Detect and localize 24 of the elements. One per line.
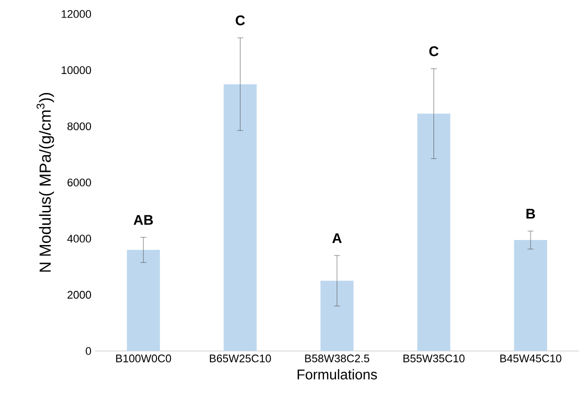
y-tick-label: 12000 xyxy=(62,10,92,18)
y-tick-label: 10000 xyxy=(62,66,92,74)
annotation: B xyxy=(526,208,536,219)
y-tick-label: 6000 xyxy=(68,178,92,186)
x-tick-label: B55W35C10 xyxy=(404,354,465,362)
x-axis-title: Formulations xyxy=(298,369,377,380)
annotation: C xyxy=(236,15,245,26)
x-tick-label: B58W38C2.5 xyxy=(305,354,370,362)
bar xyxy=(320,280,354,351)
x-tick-label: B100W0C0 xyxy=(116,354,172,362)
bar xyxy=(514,240,548,351)
annotation: A xyxy=(332,233,342,243)
annotation: C xyxy=(429,46,438,56)
x-tick-label: B45W45C10 xyxy=(500,354,562,362)
bar xyxy=(126,250,160,351)
annotation: AB xyxy=(134,215,153,225)
bar xyxy=(417,114,450,351)
y-tick-label: 2000 xyxy=(68,290,92,299)
bar xyxy=(224,84,257,351)
y-tick-label: 0 xyxy=(86,347,92,355)
y-axis-title: N Modulus( MPa/(g/cm$^{3}$)) xyxy=(36,93,54,272)
y-tick-label: 4000 xyxy=(67,234,92,243)
x-tick-label: B65W25C10 xyxy=(210,354,271,362)
y-tick-label: 8000 xyxy=(67,122,92,130)
